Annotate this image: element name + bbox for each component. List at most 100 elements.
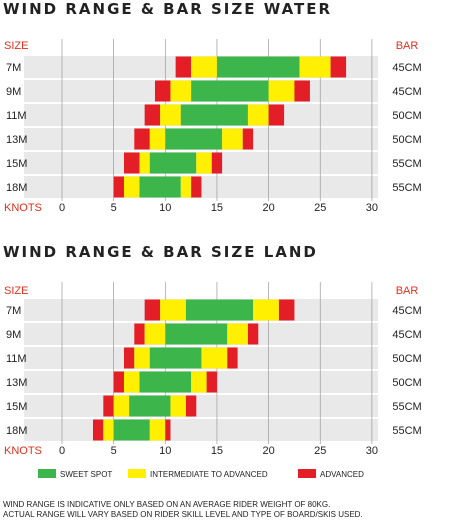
bar-advanced-high bbox=[242, 128, 254, 150]
bar-sweet-spot bbox=[216, 56, 300, 78]
bar-intermediate-high bbox=[191, 371, 207, 393]
kite-size-label: 9M bbox=[6, 86, 21, 98]
kite-size-label: 7M bbox=[6, 305, 21, 317]
kite-size-label: 11M bbox=[6, 353, 27, 365]
bar-size-label: 50CM bbox=[392, 353, 421, 365]
legend-swatch bbox=[38, 469, 56, 478]
bar-size-label: 45CM bbox=[392, 305, 421, 317]
kite-size-label: 13M bbox=[6, 377, 27, 389]
x-tick-label: 0 bbox=[59, 445, 65, 457]
x-tick-label: 20 bbox=[262, 202, 274, 214]
bar-advanced-low bbox=[134, 323, 145, 345]
bar-intermediate-high bbox=[196, 152, 212, 174]
legend-swatch bbox=[128, 469, 146, 478]
bar-sweet-spot bbox=[191, 80, 269, 102]
kite-size-label: 11M bbox=[6, 110, 27, 122]
bar-intermediate-high bbox=[253, 299, 279, 321]
bar-intermediate-high bbox=[170, 395, 186, 417]
bar-intermediate-high bbox=[299, 56, 331, 78]
bar-sweet-spot bbox=[180, 104, 248, 126]
bar-size-label: 55CM bbox=[392, 158, 421, 170]
bar-column-header: BAR bbox=[396, 285, 419, 297]
bar-sweet-spot bbox=[149, 152, 197, 174]
bar-intermediate-low bbox=[123, 371, 140, 393]
x-tick-label: 15 bbox=[211, 445, 223, 457]
bar-advanced-high bbox=[165, 419, 171, 441]
kite-size-label: 7M bbox=[6, 62, 21, 74]
kite-size-label: 9M bbox=[6, 329, 21, 341]
x-tick-label: 25 bbox=[314, 445, 326, 457]
kite-size-label: 15M bbox=[6, 401, 27, 413]
bar-advanced-low bbox=[123, 347, 135, 369]
bar-intermediate-low bbox=[113, 395, 130, 417]
bar-intermediate-high bbox=[201, 347, 228, 369]
x-tick-label: 25 bbox=[314, 202, 326, 214]
bar-advanced-high bbox=[191, 176, 202, 198]
bar-advanced-high bbox=[294, 80, 310, 102]
bar-advanced-low bbox=[92, 419, 104, 441]
footnote-line-2: ACTUAL RANGE WILL VARY BASED ON RIDER SK… bbox=[3, 510, 363, 519]
x-tick-label: 15 bbox=[211, 202, 223, 214]
legend-label: ADVANCED bbox=[320, 470, 364, 479]
legend-swatch bbox=[298, 469, 316, 478]
bar-sweet-spot bbox=[165, 128, 223, 150]
kite-size-label: 15M bbox=[6, 158, 27, 170]
bar-advanced-low bbox=[113, 176, 124, 198]
chart-title: WIND RANGE & BAR SIZE LAND bbox=[3, 243, 318, 261]
bar-intermediate-low bbox=[144, 323, 166, 345]
bar-intermediate-low bbox=[160, 104, 181, 126]
bar-sweet-spot bbox=[129, 395, 171, 417]
bar-size-label: 50CM bbox=[392, 134, 421, 146]
bar-intermediate-low bbox=[103, 419, 114, 441]
bar-sweet-spot bbox=[185, 299, 254, 321]
kite-size-label: 13M bbox=[6, 134, 27, 146]
legend-label: SWEET SPOT bbox=[60, 470, 112, 479]
bar-advanced-low bbox=[123, 152, 140, 174]
bar-intermediate-high bbox=[149, 419, 166, 441]
x-tick-label: 10 bbox=[159, 202, 171, 214]
bar-intermediate-low bbox=[139, 152, 150, 174]
chart-title: WIND RANGE & BAR SIZE WATER bbox=[3, 0, 332, 18]
footnote: WIND RANGE IS INDICATIVE ONLY BASED ON A… bbox=[3, 500, 363, 520]
bar-size-label: 55CM bbox=[392, 182, 421, 194]
bar-advanced-low bbox=[175, 56, 192, 78]
bar-advanced-high bbox=[211, 152, 223, 174]
x-tick-label: 0 bbox=[59, 202, 65, 214]
x-axis-label: KNOTS bbox=[4, 445, 42, 457]
bar-intermediate-low bbox=[160, 299, 186, 321]
bar-advanced-low bbox=[144, 104, 161, 126]
bar-advanced-high bbox=[247, 323, 259, 345]
bar-size-label: 55CM bbox=[392, 401, 421, 413]
bar-size-label: 45CM bbox=[392, 86, 421, 98]
size-column-header: SIZE bbox=[4, 285, 28, 297]
x-tick-label: 20 bbox=[262, 445, 274, 457]
bar-intermediate-low bbox=[134, 347, 150, 369]
bar-advanced-low bbox=[113, 371, 124, 393]
bar-intermediate-low bbox=[191, 56, 217, 78]
bar-advanced-high bbox=[278, 299, 295, 321]
bar-intermediate-high bbox=[247, 104, 269, 126]
x-tick-label: 5 bbox=[111, 445, 117, 457]
x-tick-label: 30 bbox=[366, 202, 378, 214]
bar-advanced-high bbox=[206, 371, 217, 393]
bar-advanced-low bbox=[103, 395, 114, 417]
bar-sweet-spot bbox=[113, 419, 150, 441]
bar-column-header: BAR bbox=[396, 40, 419, 52]
bar-advanced-low bbox=[154, 80, 171, 102]
bar-intermediate-high bbox=[227, 323, 248, 345]
legend-label: INTERMEDIATE TO ADVANCED bbox=[150, 470, 268, 479]
bar-advanced-high bbox=[330, 56, 347, 78]
bar-intermediate-high bbox=[180, 176, 192, 198]
bar-intermediate-low bbox=[149, 128, 166, 150]
bar-size-label: 50CM bbox=[392, 377, 421, 389]
bar-advanced-low bbox=[134, 128, 150, 150]
x-tick-label: 5 bbox=[111, 202, 117, 214]
bar-sweet-spot bbox=[165, 323, 228, 345]
bar-intermediate-low bbox=[123, 176, 140, 198]
bar-advanced-high bbox=[227, 347, 238, 369]
bar-intermediate-low bbox=[170, 80, 192, 102]
chart-panel-water: WIND RANGE & BAR SIZE WATER SIZE BAR 7M 45CM… bbox=[3, 0, 422, 214]
bar-size-label: 55CM bbox=[392, 425, 421, 437]
kite-size-label: 18M bbox=[6, 182, 27, 194]
